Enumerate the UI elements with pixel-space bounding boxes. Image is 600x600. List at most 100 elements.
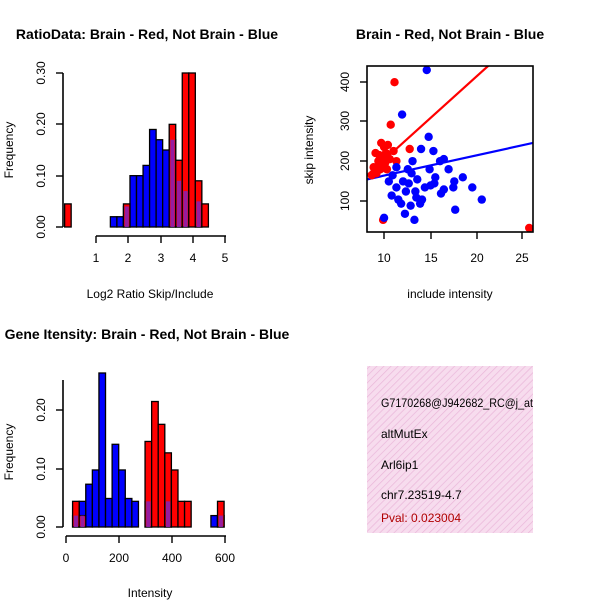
scatter-point-red <box>383 140 393 150</box>
scatter-point-red <box>381 148 391 158</box>
ratio-ytick-label: 0.20 <box>34 112 48 136</box>
scatter-point-blue <box>379 213 389 223</box>
info-id-line: G7170268@J942682_RC@j_at <box>381 396 534 410</box>
scatter-points <box>367 66 533 232</box>
ratio-x-ticks: 1 2 3 4 5 <box>93 251 229 265</box>
intensity-xtick-label: 0 <box>63 551 70 565</box>
intensity-x-label: Intensity <box>128 586 173 600</box>
scatter-ytick-label: 100 <box>338 191 352 211</box>
scatter-xtick-label: 10 <box>377 251 391 265</box>
intensity-xtick-label: 600 <box>215 551 235 565</box>
info-background <box>367 366 533 533</box>
scatter-xtick-label: 15 <box>424 251 438 265</box>
intensity-overlap-bar <box>218 515 223 527</box>
intensity-bar-blue <box>111 443 120 528</box>
scatter-point-blue <box>451 205 460 214</box>
ratio-xtick-label: 2 <box>125 251 132 265</box>
ratio-xtick-label: 1 <box>93 251 100 265</box>
scatter-point-blue <box>458 173 468 182</box>
scatter-point-blue <box>410 215 419 225</box>
scatter-y-ticks: 100 200 300 400 <box>338 72 352 211</box>
intensity-bar-blue <box>118 469 126 528</box>
scatter-point-blue <box>415 199 425 208</box>
ratio-bar-red <box>188 72 196 228</box>
scatter-point-blue <box>425 165 434 174</box>
scatter-point-blue <box>397 110 407 119</box>
scatter-point-blue <box>400 209 410 218</box>
scatter-point-blue <box>394 195 403 204</box>
intensity-chart-title: Gene Itensity: Brain - Red, Not Brain - … <box>5 326 290 342</box>
scatter-point-blue <box>444 165 453 174</box>
scatter-point-blue <box>449 183 458 192</box>
scatter-point-blue <box>388 171 397 180</box>
intensity-y-ticks: 0.00 0.10 0.20 <box>34 398 48 539</box>
scatter-point-blue <box>406 201 415 210</box>
scatter-point-blue <box>392 183 401 192</box>
scatter-point-red <box>389 146 398 156</box>
intensity-overlap-bar <box>166 501 171 527</box>
ratio-bar-blue <box>116 216 125 228</box>
intensity-bar-blue <box>124 497 133 528</box>
ratio-ytick-label: 0.30 <box>34 61 48 85</box>
intensity-y-label: Frequency <box>2 424 16 481</box>
ratio-bar-blue <box>109 216 118 228</box>
scatter-point-blue <box>407 169 416 178</box>
scatter-point-red <box>386 120 395 129</box>
ratio-overlap-bar <box>183 191 188 227</box>
ratio-overlap-bar <box>170 139 175 227</box>
scatter-point-red <box>390 77 399 87</box>
scatter-point-red <box>405 144 414 154</box>
intensity-bar-blue <box>210 514 219 528</box>
intensity-ytick-label: 0.10 <box>34 457 48 481</box>
ratio-bar-red <box>201 203 210 228</box>
intensity-histogram-panel: Gene Itensity: Brain - Red, Not Brain - … <box>2 326 290 600</box>
ratio-overlap-bar <box>124 206 129 227</box>
scatter-plot-box <box>366 65 534 233</box>
intensity-bar-blue <box>104 497 113 528</box>
ratio-xtick-label: 3 <box>158 251 165 265</box>
ratio-bar-blue <box>148 128 157 228</box>
info-panel: G7170268@J942682_RC@j_at altMutEx Arl6ip… <box>367 366 534 533</box>
intensity-bar-red <box>150 400 159 528</box>
scatter-point-red <box>392 156 401 166</box>
intensity-bars <box>71 372 225 528</box>
scatter-point-red <box>385 154 394 164</box>
ratio-bar-blue <box>142 164 151 228</box>
intensity-x-ticks: 0 200 400 600 <box>63 551 236 565</box>
scatter-chart-title: Brain - Red, Not Brain - Blue <box>356 26 544 42</box>
ratio-bars <box>63 72 210 228</box>
info-gene: Arl6ip1 <box>381 458 419 472</box>
scatter-point-red <box>525 223 533 232</box>
ratio-overlap-bar <box>176 180 182 227</box>
ratio-ytick-label: 0.00 <box>34 215 48 239</box>
scatter-point-blue <box>435 156 445 166</box>
intensity-bar-blue <box>98 372 107 528</box>
scatter-point-red <box>382 165 392 174</box>
scatter-point-blue <box>401 187 411 196</box>
scatter-point-blue <box>412 193 421 202</box>
scatter-y-label: skip intensity <box>302 116 316 185</box>
scatter-point-blue <box>468 183 477 192</box>
ratio-y-label: Frequency <box>2 122 16 179</box>
ratio-xtick-label: 5 <box>222 251 229 265</box>
info-pval: Pval: 0.023004 <box>381 511 461 525</box>
intensity-bar-red <box>177 500 186 528</box>
intensity-bar-blue <box>91 469 100 528</box>
ratio-bar-blue <box>135 175 144 228</box>
intensity-bar-red <box>170 469 179 528</box>
ratio-xtick-label: 4 <box>190 251 197 265</box>
info-event-type: altMutEx <box>381 427 428 441</box>
intensity-overlap-bar <box>80 515 85 527</box>
scatter-point-blue <box>416 144 426 154</box>
scatter-ytick-label: 200 <box>338 151 352 171</box>
ratio-ytick-label: 0.10 <box>34 164 48 188</box>
scatter-point-blue <box>404 179 413 188</box>
scatter-point-blue <box>384 177 394 186</box>
intensity-xtick-label: 200 <box>109 551 129 565</box>
ratio-bar-blue <box>155 139 164 228</box>
scatter-point-blue <box>422 66 431 75</box>
intensity-bar-blue <box>131 500 140 528</box>
ratio-bar-blue <box>129 175 138 228</box>
scatter-ytick-label: 300 <box>338 111 352 131</box>
ratio-bar-red <box>63 203 72 228</box>
